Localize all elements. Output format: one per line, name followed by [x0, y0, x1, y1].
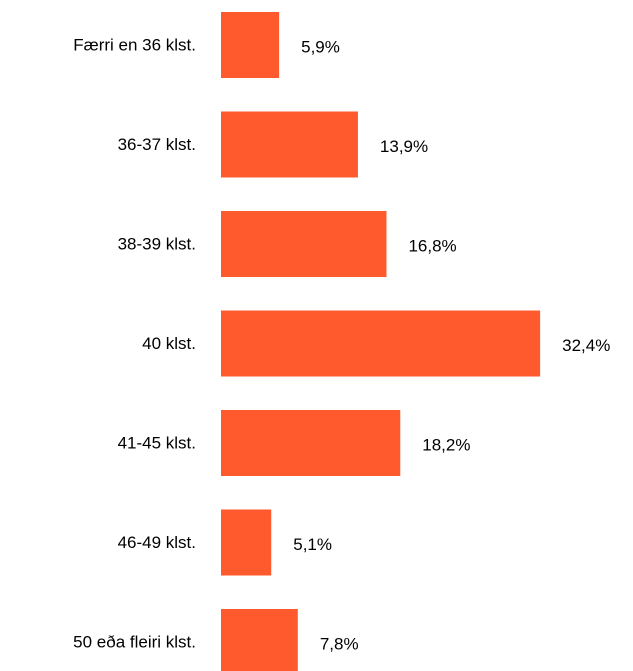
- value-label: 32,4%: [562, 336, 610, 355]
- bar: [221, 310, 541, 377]
- category-label: 50 eða fleiri klst.: [73, 633, 196, 652]
- value-label: 5,9%: [301, 38, 340, 57]
- value-label: 16,8%: [408, 237, 456, 256]
- bar: [221, 410, 401, 476]
- bar: [221, 211, 387, 277]
- value-label: 13,9%: [380, 137, 428, 156]
- category-label: 40 klst.: [142, 334, 196, 353]
- bar: [221, 509, 272, 576]
- category-label: Færri en 36 klst.: [73, 36, 196, 55]
- value-label: 7,8%: [320, 635, 359, 654]
- bar: [221, 111, 358, 178]
- category-label: 41-45 klst.: [118, 434, 196, 453]
- bar: [221, 609, 298, 671]
- category-label: 38-39 klst.: [118, 235, 196, 254]
- category-label: 46-49 klst.: [118, 533, 196, 552]
- value-label: 18,2%: [422, 436, 470, 455]
- value-label: 5,1%: [293, 535, 332, 554]
- category-label: 36-37 klst.: [118, 135, 196, 154]
- bar: [221, 12, 280, 78]
